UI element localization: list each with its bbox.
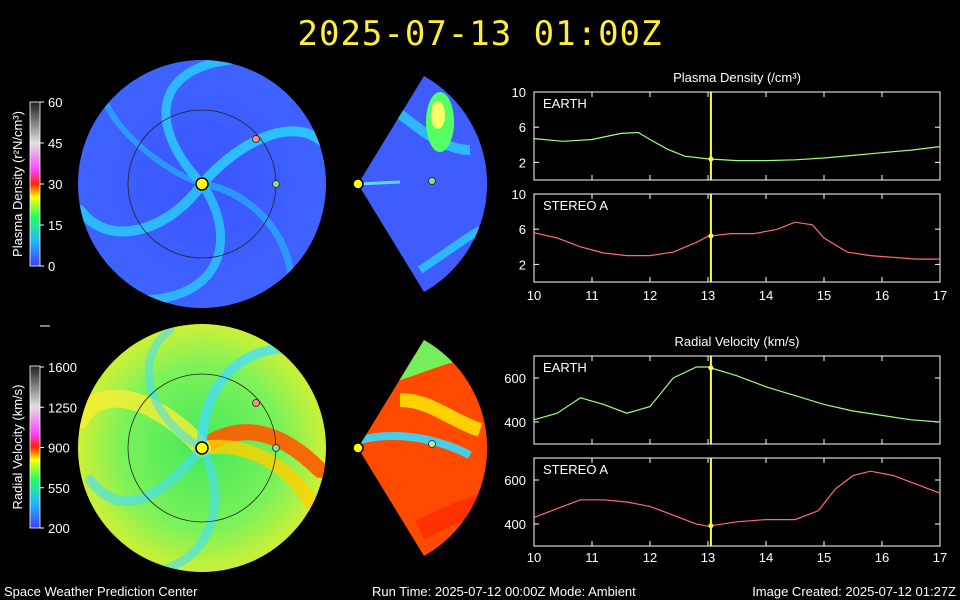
series-line-earth [533,366,941,423]
y-tick-label: 2 [519,257,526,272]
density-colorbar-tick-label: 45 [48,136,62,151]
earth-marker-wedge [428,440,436,448]
footer-image-created: Image Created: 2025-07-12 01:27Z [752,584,956,599]
y-tick-label: 10 [512,187,526,202]
sun-marker-wedge [352,442,364,454]
x-tick-label: 16 [875,288,889,303]
panel-label: EARTH [543,360,587,375]
x-tick-label: 11 [585,288,599,303]
velocity-colorbar-tick-label: 550 [48,481,70,496]
x-tick-label: 15 [817,288,831,303]
earth-marker-wedge [428,177,436,185]
velocity-colorbar-tick-label: 900 [48,441,70,456]
panel-label: STEREO A [543,462,608,477]
stereo-a-marker [252,399,260,407]
x-tick-label: 17 [933,550,947,565]
density-meridional-wedge [352,76,488,292]
x-tick-label: 14 [759,288,773,303]
sun-marker [195,177,209,191]
x-tick-label: 14 [759,550,773,565]
series-line-stereo-a [533,470,941,527]
x-tick-label: 13 [701,288,715,303]
series-line-earth [533,131,941,162]
x-tick-label: 15 [817,550,831,565]
x-tick-label: 12 [643,550,657,565]
density-colorbar: 60 45 30 15 0 Plasma Density (r²N/cm³) [10,95,62,274]
velocity-ecliptic-disk [78,324,326,572]
y-tick-label: 400 [504,415,526,430]
sun-marker-wedge [352,178,364,190]
footer-org: Space Weather Prediction Center [4,584,198,599]
x-tick-label: 13 [701,550,715,565]
sun-marker [195,441,209,455]
series-line-stereo-a [533,221,940,260]
density-ecliptic-disk [78,60,326,308]
panel-frame [533,457,941,547]
density-colorbar-tick-label: 15 [48,218,62,233]
panel-label: STEREO A [543,198,608,213]
y-tick-label: 600 [504,473,526,488]
earth-marker [272,444,280,452]
velocity-colorbar-tick-label: 200 [48,521,70,536]
y-tick-label: 6 [519,222,526,237]
panel-frame [533,193,941,283]
current-value-point [708,156,714,162]
time-series-plots: Plasma Density (/cm³) EARTH 2 6 10 STEREO A 2 6… [504,70,947,565]
x-tick-label: 10 [527,550,541,565]
current-value-point [708,233,714,239]
density-colorbar-tick-label: 60 [48,95,62,110]
density-colorbar-tick-label: 30 [48,177,62,192]
velocity-colorbar-label: Radial Velocity (km/s) [10,385,25,510]
panel-frame [533,91,941,181]
velocity-meridional-wedge [352,340,488,556]
current-value-point [708,523,714,529]
x-tick-label: 17 [933,288,947,303]
y-tick-label: 2 [519,155,526,170]
chart-title: Plasma Density (/cm³) [673,70,801,85]
earth-marker [272,180,280,188]
stereo-a-marker [252,135,260,143]
y-tick-label: 6 [519,120,526,135]
y-tick-label: 10 [512,85,526,100]
footer-run-time: Run Time: 2025-07-12 00:00Z Mode: Ambien… [372,584,636,599]
y-tick-label: 600 [504,371,526,386]
x-tick-label: 10 [527,288,541,303]
current-value-point [708,365,714,371]
x-tick-label: 11 [585,550,599,565]
velocity-colorbar: 1600 1250 900 550 200 Radial Velocity (km/s) [10,360,77,536]
density-colorbar-tick-label: 0 [48,259,55,274]
x-tick-label: 16 [875,550,889,565]
chart-title: Radial Velocity (km/s) [675,334,800,349]
velocity-colorbar-tick-label: 1250 [48,400,77,415]
panel-frame [533,355,941,445]
velocity-colorbar-tick-label: 1600 [48,360,77,375]
y-tick-label: 400 [504,517,526,532]
timestamp-title: 2025-07-13 01:00Z [297,14,663,54]
panel-label: EARTH [543,96,587,111]
density-colorbar-label: Plasma Density (r²N/cm³) [10,111,25,257]
x-tick-label: 12 [643,288,657,303]
